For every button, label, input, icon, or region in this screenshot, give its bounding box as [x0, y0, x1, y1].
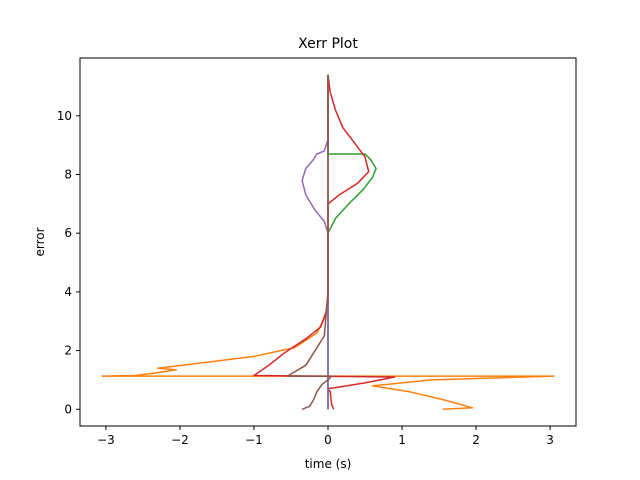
series-layer — [101, 74, 555, 411]
y-tick-label: 4 — [64, 285, 72, 299]
x-tick-label: −2 — [171, 433, 189, 447]
y-tick-label: 8 — [64, 168, 72, 182]
x-tick-label: 3 — [546, 433, 554, 447]
x-tick-label: −3 — [97, 433, 115, 447]
y-axis-label: error — [33, 227, 47, 256]
y-tick-label: 2 — [64, 344, 72, 358]
ticks-layer: −3 −2 −1 0 1 2 3 0 2 4 6 8 10 — [57, 109, 554, 447]
series-line-4 — [253, 74, 396, 410]
x-tick-label: 1 — [398, 433, 406, 447]
y-tick-label: 6 — [64, 226, 72, 240]
series-line-6 — [286, 74, 333, 410]
y-tick-label: 0 — [64, 402, 72, 416]
x-tick-label: 0 — [324, 433, 332, 447]
y-tick-label: 10 — [57, 109, 72, 123]
x-axis-label: time (s) — [305, 457, 352, 471]
series-line-3 — [327, 74, 377, 410]
series-line-2 — [101, 74, 555, 411]
x-tick-label: −1 — [245, 433, 263, 447]
x-tick-label: 2 — [472, 433, 480, 447]
chart-title: Xerr Plot — [298, 36, 358, 52]
series-line-5 — [301, 74, 329, 410]
